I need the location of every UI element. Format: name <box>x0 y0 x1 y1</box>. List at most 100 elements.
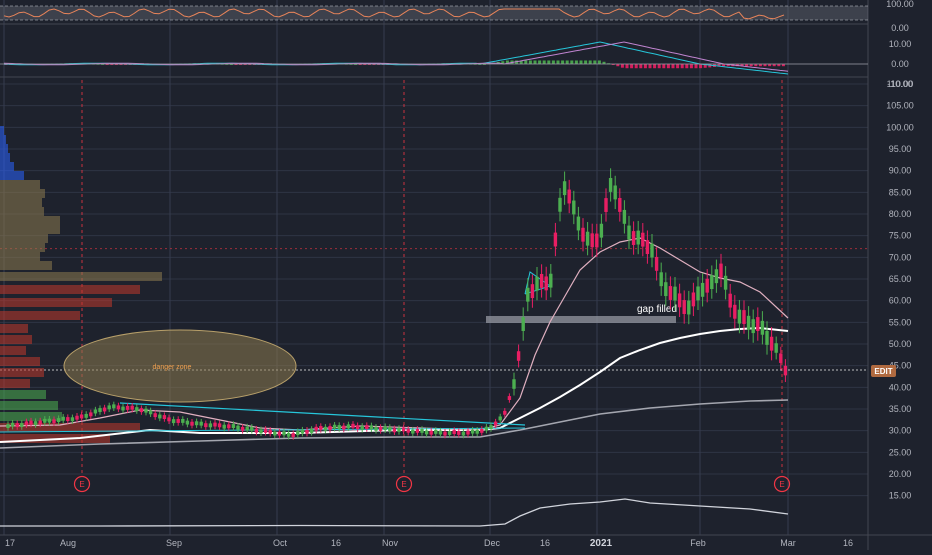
macd-hist-116 <box>538 60 542 64</box>
candle-body-8 <box>43 418 47 423</box>
candle-body-126 <box>585 231 590 246</box>
candle-body-161 <box>746 315 751 330</box>
candle-body-34 <box>162 415 167 420</box>
candle-body-51 <box>240 426 245 431</box>
candle-body-152 <box>705 278 709 293</box>
volume-profile-bar-7 <box>0 189 45 198</box>
macd-hist-140 <box>648 64 652 69</box>
macd-hist-130 <box>602 61 606 64</box>
candle-body-17 <box>84 413 88 418</box>
candle-body-145 <box>673 286 677 301</box>
macd-hist-137 <box>634 64 638 69</box>
candle-body-155 <box>719 263 723 278</box>
volume-profile-bar-16 <box>0 272 162 281</box>
candle-body-97 <box>452 430 456 435</box>
candle-body-72 <box>337 425 341 429</box>
danger-zone-ellipse <box>63 329 297 403</box>
candle-body-165 <box>765 331 769 345</box>
price-tick-18: 20.00 <box>889 469 912 479</box>
macd-hist-168 <box>777 64 781 67</box>
time-tick-8: 2021 <box>590 538 613 549</box>
candle-body-112 <box>521 317 525 331</box>
macd-hist-122 <box>565 60 569 64</box>
candle-body-3 <box>20 423 24 427</box>
price-tick-2: 100.00 <box>886 122 914 132</box>
price-axis: 110.00 105.00 100.00 95.00 90.00 85.00 80.00 75… <box>886 0 914 501</box>
candle-body-98 <box>457 430 461 435</box>
moving-averages <box>0 237 789 449</box>
candle-body-26 <box>125 405 130 410</box>
macd-hist-144 <box>666 64 670 69</box>
candle-body-158 <box>733 304 737 319</box>
candle-body-168 <box>779 353 783 363</box>
candle-body-1 <box>10 422 15 427</box>
macd-hist-128 <box>593 60 597 64</box>
time-tick-7: 16 <box>540 538 550 548</box>
candle-body-142 <box>659 272 663 287</box>
candle-body-156 <box>723 275 728 290</box>
volume-profile-bar-18 <box>0 298 112 307</box>
candle-body-65 <box>305 429 309 434</box>
macd-hist-169 <box>781 64 785 67</box>
macd-hist-135 <box>625 64 629 69</box>
candle-body-86 <box>401 427 406 432</box>
candle-body-89 <box>415 428 420 433</box>
candle-body-40 <box>190 421 194 426</box>
volume-profile-bar-4 <box>0 162 14 171</box>
time-tick-4: 16 <box>331 538 341 548</box>
time-axis: 17 Aug Sep Oct 16 Nov Dec 16 2021 Feb Mar 16 <box>5 538 853 549</box>
candle-body-28 <box>135 407 139 412</box>
candle-body-77 <box>360 425 364 430</box>
candle-body-163 <box>756 317 760 331</box>
earnings-marker-2 <box>773 475 791 493</box>
edit-badge-label[interactable]: EDIT <box>874 367 892 376</box>
candle-body-35 <box>167 417 171 422</box>
time-tick-10: Mar <box>780 538 796 548</box>
volume-profile-bar-2 <box>0 144 8 153</box>
candle-body-44 <box>208 423 213 428</box>
candle-body-47 <box>222 424 226 429</box>
candle-body-147 <box>682 300 686 314</box>
candle-body-151 <box>700 282 705 297</box>
candle-body-114 <box>530 284 535 299</box>
candle-body-149 <box>691 292 696 307</box>
macd-hist-127 <box>588 60 592 64</box>
candle-body-6 <box>33 421 38 426</box>
volume-profile-bar-23 <box>0 357 40 366</box>
danger-zone: danger zone <box>63 329 297 403</box>
candle-body-22 <box>107 405 111 410</box>
candle-body-82 <box>383 426 387 431</box>
candle-body-56 <box>263 428 268 433</box>
volume-profile-bar-17 <box>0 285 140 294</box>
candle-body-139 <box>645 240 650 255</box>
candle-body-92 <box>429 430 433 435</box>
edit-badge[interactable] <box>871 365 896 377</box>
price-tick-17: 25.00 <box>889 447 912 457</box>
candle-body-116 <box>539 273 544 288</box>
candle-body-128 <box>595 233 599 248</box>
macd-hist-123 <box>570 60 574 64</box>
volume-profile-bar-29 <box>0 423 140 432</box>
candle-body-38 <box>181 418 185 423</box>
price-tick-0: 110.00 <box>887 79 914 89</box>
candle-body-0 <box>6 424 10 429</box>
volume-profile-bar-21 <box>0 335 32 344</box>
candle-body-41 <box>194 421 199 426</box>
macd-hist-160 <box>740 64 744 67</box>
gap-filled-band <box>486 316 676 323</box>
macd-hist-112 <box>519 60 523 64</box>
candle-body-118 <box>549 273 553 288</box>
macd-hist-142 <box>657 64 661 69</box>
price-tick-8: 70.00 <box>889 252 912 262</box>
volume-profile <box>0 126 162 443</box>
candle-body-73 <box>342 425 346 430</box>
macd-hist-113 <box>524 60 528 64</box>
macd-hist-148 <box>685 64 689 69</box>
candle-body-109 <box>507 396 512 400</box>
macd-hist-164 <box>758 64 762 67</box>
volume-profile-bar-12 <box>0 234 48 243</box>
rsi-tick-1: 0.00 <box>891 23 909 33</box>
volume-profile-bar-1 <box>0 135 6 144</box>
candle-body-120 <box>558 197 562 212</box>
